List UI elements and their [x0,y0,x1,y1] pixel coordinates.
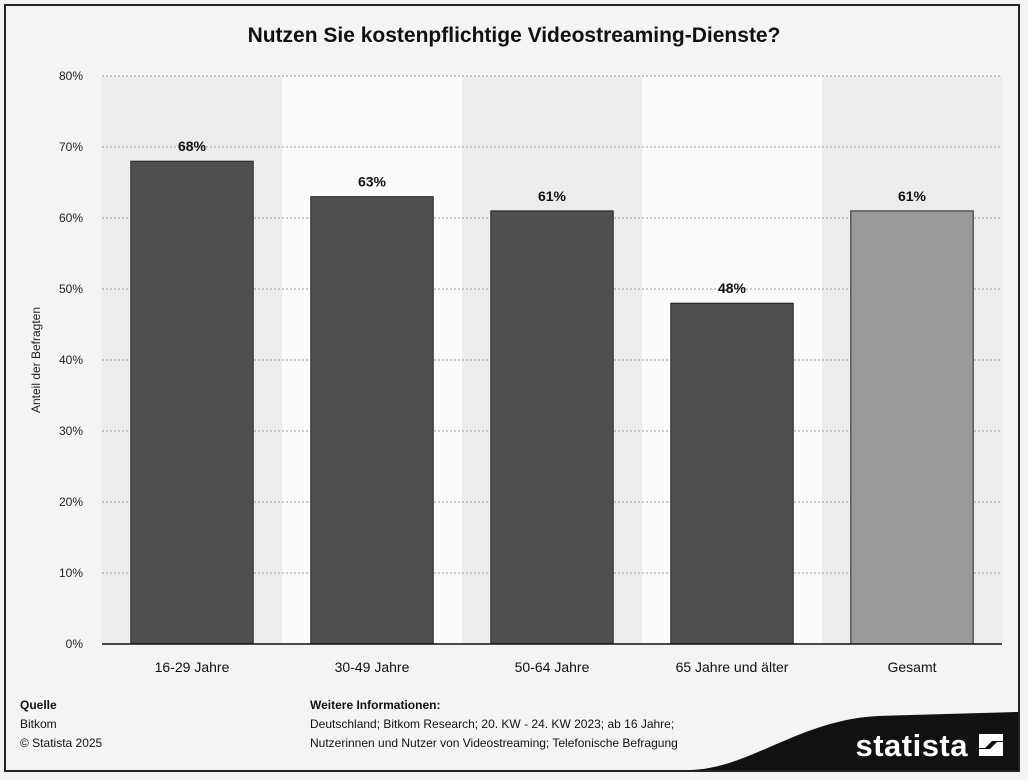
info-line: Nutzerinnen und Nutzer von Videostreamin… [310,736,678,750]
statista-brand[interactable]: statista [688,712,1018,770]
x-tick-label: 50-64 Jahre [515,659,590,675]
bar [850,210,974,645]
bar [130,160,254,645]
data-label: 61% [898,188,927,204]
info-block: Weitere Informationen: Deutschland; Bitk… [310,696,678,753]
y-tick-label: 70% [59,140,83,154]
copyright-line: © Statista 2025 [20,736,103,750]
x-tick-label: 16-29 Jahre [155,659,230,675]
data-label: 68% [178,138,207,154]
source-block: Quelle Bitkom © Statista 2025 [20,696,102,753]
y-tick-label: 30% [59,424,83,438]
statista-wordmark: statista [855,728,968,763]
y-tick-label: 0% [66,637,84,651]
y-tick-label: 10% [59,566,83,580]
y-tick-label: 40% [59,353,83,367]
bar-chart: 0% 10% 20% 30% 40% 50% 60% 70% 80% Anteil der Bef… [29,69,1002,675]
bar [670,302,794,645]
source-heading: Quelle [20,698,57,712]
bar [490,210,614,645]
bar [310,196,434,645]
brand-swoosh [688,712,1018,770]
info-heading: Weitere Informationen: [310,698,441,712]
data-label: 63% [358,174,387,190]
y-tick-label: 60% [59,211,83,225]
x-tick-label: Gesamt [887,659,936,675]
data-label: 48% [718,280,747,296]
statista-logo-icon [979,734,1003,756]
y-tick-label: 80% [59,69,83,83]
chart-frame: Nutzen Sie kostenpflichtige Videostreami… [4,4,1020,772]
chart-title: Nutzen Sie kostenpflichtige Videostreami… [247,24,781,47]
x-tick-label: 65 Jahre und älter [676,659,789,675]
x-tick-label: 30-49 Jahre [335,659,410,675]
y-axis-title: Anteil der Befragten [29,307,43,413]
info-line: Deutschland; Bitkom Research; 20. KW - 2… [310,717,675,731]
source-line: Bitkom [20,717,57,731]
data-label: 61% [538,188,567,204]
y-tick-label: 20% [59,495,83,509]
y-tick-label: 50% [59,282,83,296]
